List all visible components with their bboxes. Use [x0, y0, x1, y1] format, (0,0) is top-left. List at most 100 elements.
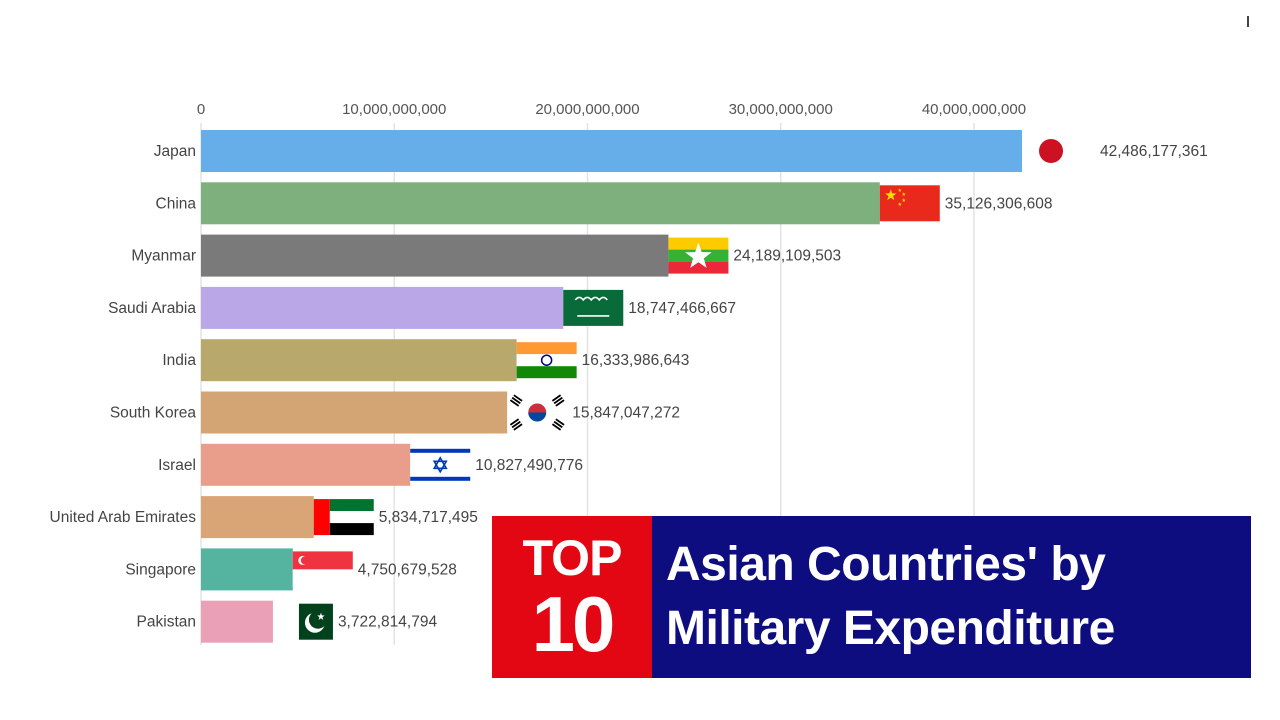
category-label: Pakistan: [137, 614, 196, 631]
stripe-white: [329, 511, 374, 524]
bar-row: India 16,333,986,643: [162, 339, 690, 382]
big-star: [885, 189, 897, 201]
flag-field: [563, 289, 624, 326]
value-label: 3,722,814,794: [338, 614, 438, 631]
stripe-green: [516, 366, 577, 379]
small-star: [897, 188, 902, 192]
x-tick-label: 0: [197, 101, 205, 118]
value-label: 16,333,986,643: [582, 352, 690, 369]
x-tick-label: 30,000,000,000: [729, 101, 833, 118]
title-banner: TOP 10 Asian Countries' by Military Expe…: [492, 516, 1251, 678]
bar-row: Israel 10,827,490,776: [158, 443, 583, 486]
stripe-white: [292, 569, 353, 588]
category-label: United Arab Emirates: [50, 509, 197, 526]
flag-field: [879, 185, 940, 222]
category-label: China: [156, 195, 197, 212]
bars: Japan 42,486,177,361 China 35,126,306,608 My…: [50, 130, 1208, 643]
banner-top10-box: TOP 10: [492, 516, 652, 678]
stripe-red: [668, 261, 729, 274]
bar-row: Myanmar 24,189,109,503: [131, 234, 841, 277]
stripe-blue-top: [410, 448, 471, 453]
x-tick-label: 40,000,000,000: [922, 101, 1026, 118]
value-label: 15,847,047,272: [572, 405, 680, 422]
category-label: Singapore: [125, 561, 196, 578]
trigram-bar: [551, 423, 562, 431]
banner-title-line2: Military Expenditure: [666, 602, 1115, 655]
bar-row: South Korea 15,847,047,272: [110, 391, 680, 434]
japan-flag-icon: [1039, 139, 1063, 163]
banner-title-line1: Asian Countries' by: [666, 538, 1106, 591]
bar-row: United Arab Emirates 5,834,717,495: [50, 496, 478, 539]
script-shape: [574, 296, 608, 302]
pakistan-flag-icon: [287, 603, 333, 640]
japan-sun: [1039, 139, 1063, 163]
stripe-green: [329, 499, 374, 512]
stripe-red: [292, 551, 353, 570]
stripe-white: [516, 354, 577, 367]
x-tick-label: 10,000,000,000: [342, 101, 446, 118]
bar: [201, 182, 880, 225]
trigram-bar: [511, 396, 521, 405]
trigram-bar: [555, 418, 565, 426]
banner-title-box: Asian Countries' by Military Expenditure: [652, 516, 1251, 678]
crescent-inner: [300, 556, 309, 565]
category-label: Myanmar: [131, 248, 196, 265]
category-label: Saudi Arabia: [108, 300, 196, 317]
star-of-david-down: [432, 460, 448, 474]
star-of-david-up: [432, 456, 448, 470]
value-label: 18,747,466,667: [628, 300, 736, 317]
value-label: 24,189,109,503: [733, 248, 841, 265]
banner-top-number: 10: [531, 580, 616, 668]
value-label: 4,750,679,528: [358, 561, 457, 578]
x-tick-label: 20,000,000,000: [535, 101, 639, 118]
trigram-bar: [553, 420, 563, 429]
india-flag-icon: [516, 342, 577, 379]
saudi-arabia-flag-icon: [563, 289, 624, 326]
chakra-wheel: [540, 354, 553, 366]
taeguk-blue: [528, 412, 547, 422]
bar: [201, 339, 517, 382]
bar: [201, 391, 508, 434]
bar: [201, 600, 273, 643]
bar-row: Pakistan 3,722,814,794: [137, 600, 438, 643]
trigram-bar: [513, 394, 523, 402]
bar: [201, 496, 314, 539]
bar: [201, 130, 1022, 172]
stripe-red-vertical: [313, 499, 330, 536]
stripe-black: [329, 523, 374, 536]
bar-row: Japan 42,486,177,361: [154, 130, 1208, 172]
uae-flag-icon: [313, 499, 374, 536]
trigram-bar: [509, 399, 520, 407]
taeguk-red: [528, 403, 547, 413]
category-label: Japan: [154, 143, 196, 160]
bar: [201, 286, 564, 329]
white-star: [317, 612, 325, 620]
trigram-bar: [511, 420, 521, 429]
china-flag-icon: [879, 185, 940, 222]
stripe-blue-bottom: [410, 476, 471, 481]
corner-mark: [1247, 16, 1249, 27]
bar-row: Singapore 4,750,679,528: [125, 548, 457, 591]
stripe-saffron: [516, 342, 577, 355]
small-star: [901, 192, 906, 196]
x-axis-ticks: 0 10,000,000,000 20,000,000,000 30,000,000,…: [197, 101, 1026, 118]
trigram-bar: [509, 418, 520, 426]
myanmar-flag-icon: [668, 237, 729, 274]
singapore-flag-icon: [292, 551, 353, 588]
banner-top-word: TOP: [522, 530, 623, 586]
israel-flag-icon: [410, 446, 471, 483]
bar-row: China 35,126,306,608: [156, 182, 1053, 225]
small-star: [897, 202, 902, 206]
category-label: South Korea: [110, 405, 197, 422]
bar: [201, 234, 669, 277]
trigram-bar: [513, 423, 523, 431]
bar: [201, 443, 411, 486]
trigram-bar: [551, 394, 562, 402]
crescent-inner: [308, 610, 327, 629]
value-label: 10,827,490,776: [475, 457, 583, 474]
category-label: India: [162, 352, 196, 369]
white-star: [685, 242, 712, 268]
category-label: Israel: [158, 457, 196, 474]
value-label: 5,834,717,495: [379, 509, 478, 526]
